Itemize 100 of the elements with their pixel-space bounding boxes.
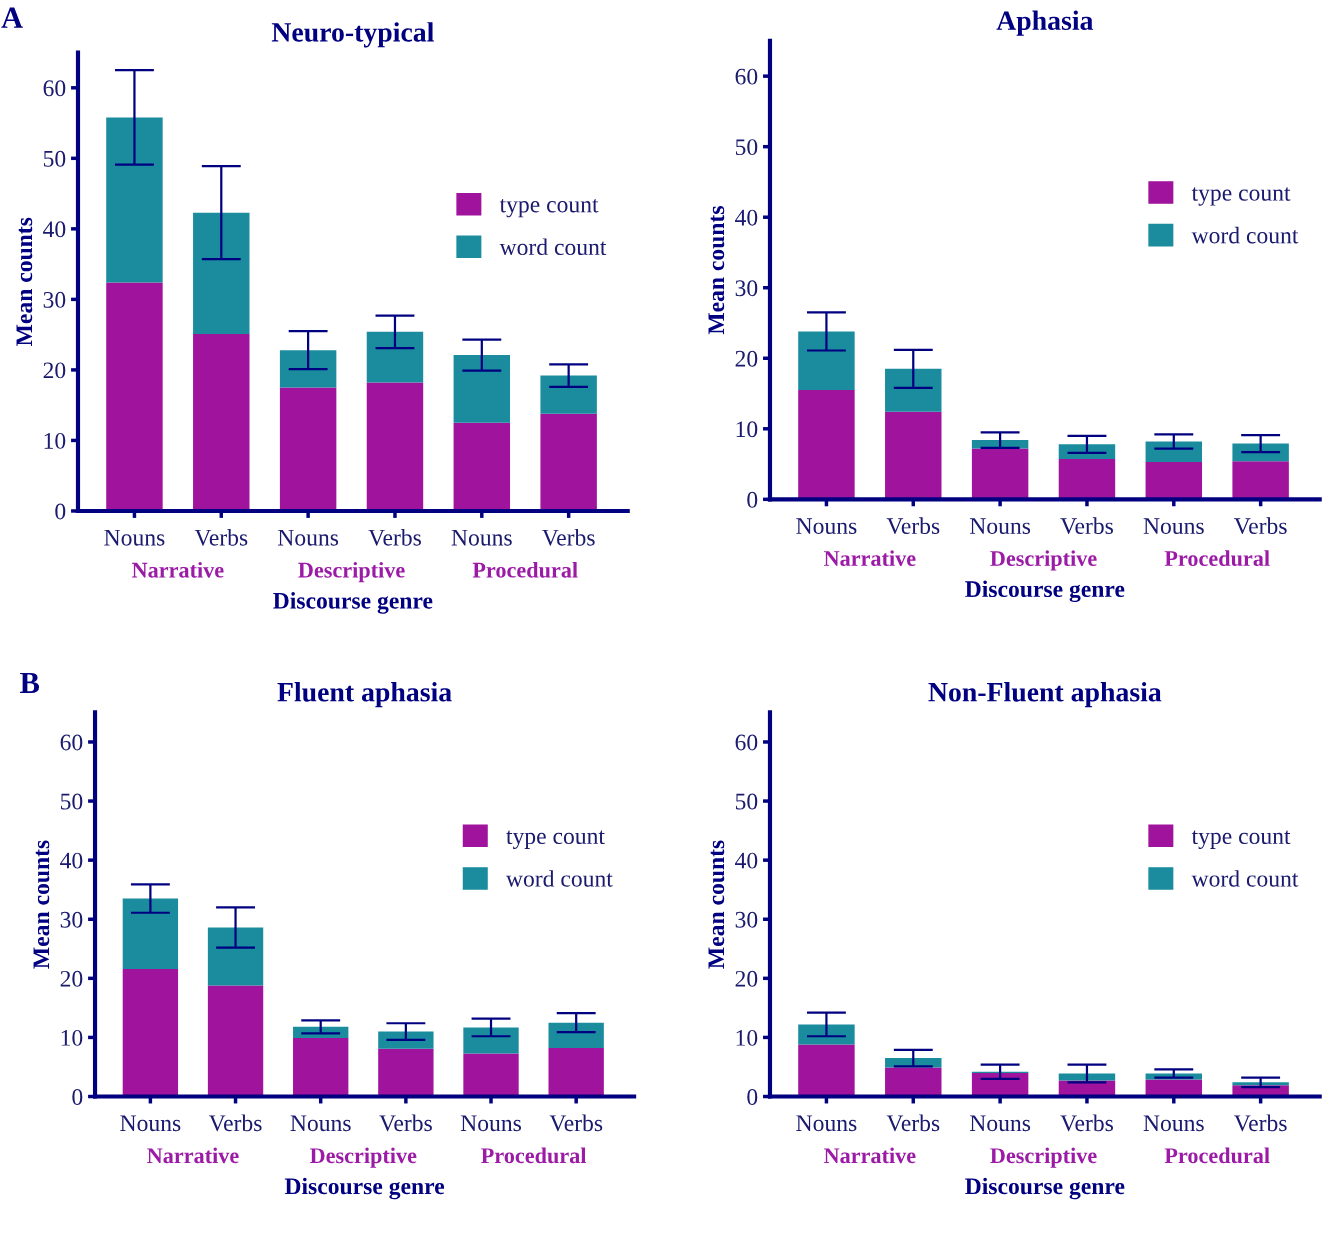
x-tick-label: Verbs [1060,517,1113,535]
bar [463,1027,519,1054]
bar [798,1024,855,1045]
legend-label: type count [1191,830,1291,849]
text: B [20,672,40,693]
text: Descriptive [309,1147,417,1168]
x-tick-label: Verbs [886,517,940,535]
legend-label: word count [499,238,607,256]
y-tick-label: 10 [44,432,66,449]
bar [1145,461,1203,500]
x-tick-label: Nouns [120,1115,181,1132]
bar [885,411,942,500]
x-tick-label: Verbs [379,1114,432,1132]
x-tick-label: Nouns [969,518,1031,534]
bar [1058,1073,1116,1081]
bar [122,968,179,1097]
bar [366,331,424,383]
y-axis-title: Mean counts [33,840,50,969]
text: Procedural [472,562,578,578]
x-tick-label: Verbs [1234,517,1287,535]
y-axis-title: Mean counts [16,217,33,346]
x-tick-label: Nouns [1143,518,1204,534]
x-axis-title: Discourse genre [284,1177,445,1200]
x-tick-label: Verbs [1060,1114,1113,1132]
text: Narrative [132,562,224,578]
x-tick-label: Nouns [1143,1115,1204,1132]
legend-label: type count [506,830,605,849]
bar [1232,1082,1289,1086]
bar [378,1048,434,1097]
text: Narrative [824,550,916,566]
bar [193,333,250,511]
bar [798,390,855,500]
bar [106,117,163,283]
bar [293,1038,349,1097]
x-tick-label: Verbs [542,529,595,546]
bar [453,355,511,423]
bar [1232,443,1289,462]
x-tick-label: Verbs [194,529,248,546]
y-tick-label: 30 [735,280,758,297]
x-tick-label: Nouns [290,1115,351,1132]
bar [207,927,264,986]
y-tick-label: 10 [736,1029,758,1046]
text: Procedural [1164,1147,1270,1164]
bar [1232,461,1289,500]
x-tick-label: Verbs [549,1114,603,1132]
y-tick-label: 50 [60,793,83,810]
text: Narrative [147,1147,239,1164]
y-tick-label: 0 [747,1089,758,1105]
y-tick-label: 60 [735,734,758,751]
x-tick-label: Nouns [451,529,512,546]
x-tick-label: Nouns [277,529,339,546]
x-axis-title: Discourse genre [965,1177,1125,1200]
text: A [1,7,23,28]
y-tick-label: 60 [60,734,83,751]
bar [971,448,1029,500]
x-tick-label: Verbs [208,1114,262,1132]
text: Descriptive [990,1147,1097,1168]
chart-title: Neuro-typical [271,22,434,48]
y-tick-label: 60 [43,80,66,97]
legend-label: word count [1191,226,1299,244]
bar [798,331,855,390]
x-axis-title: Discourse genre [965,580,1125,603]
bar [193,212,250,334]
y-tick-label: 50 [43,150,66,167]
y-tick-label: 0 [55,503,66,520]
y-tick-label: 30 [735,911,758,928]
y-tick-label: 20 [43,362,66,379]
x-tick-label: Verbs [886,1114,940,1132]
bar [279,387,337,511]
bar [106,282,163,511]
legend-label: type count [1191,187,1291,206]
x-tick-label: Nouns [104,529,165,546]
legend-label: type count [499,198,599,218]
x-tick-label: Verbs [368,529,421,546]
bar [463,1053,519,1097]
bar [1058,459,1116,500]
y-tick-label: 60 [735,68,758,85]
y-tick-label: 40 [735,209,758,226]
x-tick-label: Nouns [460,1115,521,1132]
chart-title: Non-Fluent aphasia [928,682,1162,708]
bar [453,422,511,511]
bar [540,375,597,414]
bar [378,1031,434,1049]
text: Procedural [481,1147,587,1164]
bar [548,1022,604,1049]
x-axis-title: Discourse genre [273,592,433,614]
text: Procedural [1164,550,1270,567]
x-tick-label: Verbs [1234,1114,1287,1132]
text: Descriptive [990,550,1097,571]
y-tick-label: 20 [735,970,758,987]
bar [798,1044,855,1097]
bar [885,368,942,412]
y-tick-label: 50 [735,793,758,810]
y-tick-label: 0 [747,491,758,508]
bar [548,1048,604,1097]
y-axis-title: Mean counts [708,840,725,969]
bar [207,985,264,1097]
chart-title: Aphasia [996,10,1094,36]
y-tick-label: 20 [60,970,83,987]
y-tick-label: 30 [43,291,66,308]
